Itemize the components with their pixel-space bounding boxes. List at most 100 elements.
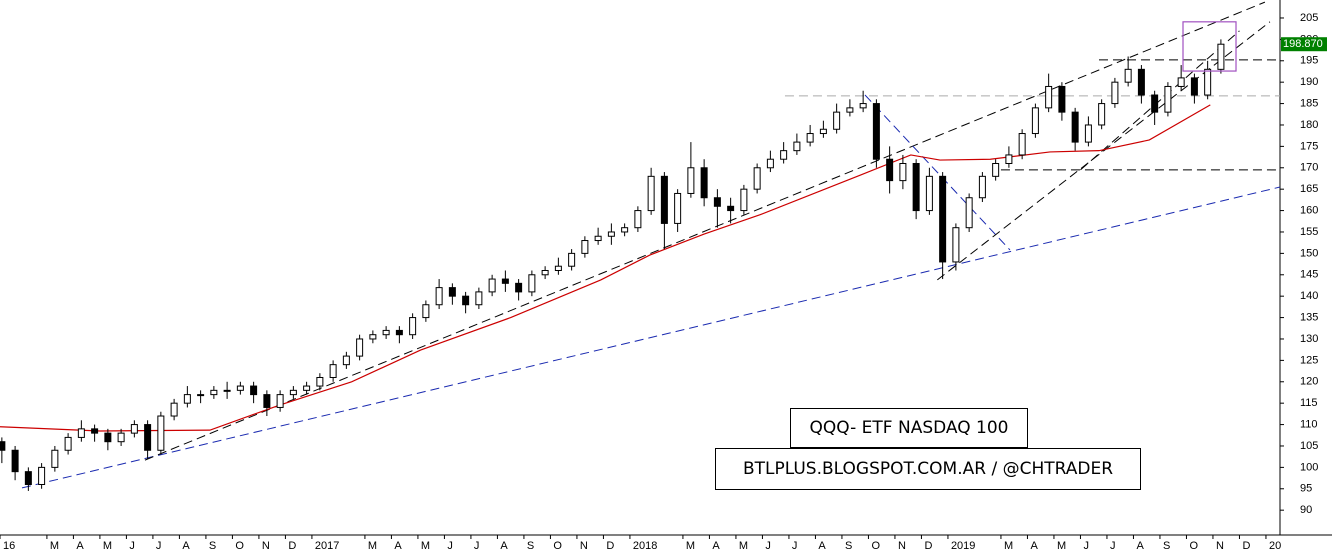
x-tick-label: M bbox=[1057, 540, 1066, 552]
candle-body bbox=[263, 394, 271, 408]
candle-body bbox=[1018, 133, 1026, 156]
x-tick-label: S bbox=[845, 540, 852, 552]
candle-body bbox=[64, 436, 72, 451]
y-tick-label: 95 bbox=[1300, 483, 1312, 495]
candle-body bbox=[1084, 124, 1092, 143]
candle-body bbox=[38, 466, 46, 485]
x-tick-label: J bbox=[447, 540, 453, 552]
trendline bbox=[1080, 30, 1240, 171]
candle-body bbox=[780, 150, 788, 160]
candle-body bbox=[846, 107, 854, 113]
x-tick-label: J bbox=[474, 540, 480, 552]
candle-body bbox=[1111, 81, 1119, 105]
trendline bbox=[144, 1, 1266, 461]
y-tick-label: 185 bbox=[1300, 97, 1318, 109]
candle-body bbox=[1190, 77, 1198, 96]
x-tick-label: M bbox=[50, 540, 59, 552]
y-tick-label: 160 bbox=[1300, 204, 1318, 216]
x-tick-label: J bbox=[1083, 540, 1089, 552]
candle-body bbox=[382, 329, 390, 336]
y-tick-label: 150 bbox=[1300, 247, 1318, 259]
candle-body bbox=[727, 205, 735, 212]
candle-body bbox=[568, 252, 576, 267]
x-tick-label: M bbox=[1004, 540, 1013, 552]
candle-body bbox=[1045, 85, 1053, 109]
candle-body bbox=[594, 235, 602, 242]
x-tick-label: A bbox=[500, 540, 508, 552]
x-tick-label: D bbox=[288, 540, 296, 552]
candle-body bbox=[1217, 43, 1225, 70]
candle-body bbox=[621, 227, 629, 233]
x-tick-label: N bbox=[580, 540, 588, 552]
candle-body bbox=[210, 389, 218, 396]
x-tick-label: M bbox=[421, 540, 430, 552]
x-tick-label: O bbox=[1189, 540, 1198, 552]
candle-body bbox=[581, 240, 589, 254]
candle-body bbox=[329, 364, 337, 378]
candle-body bbox=[687, 167, 695, 194]
title-box: QQQ- ETF NASDAQ 100 bbox=[790, 408, 1028, 448]
y-tick-label: 120 bbox=[1300, 376, 1318, 388]
candle-body bbox=[528, 274, 536, 293]
x-tick-label: A bbox=[712, 540, 720, 552]
candle-body bbox=[435, 287, 443, 306]
candle-body bbox=[753, 167, 761, 190]
candle-body bbox=[634, 210, 642, 229]
x-tick-label: S bbox=[209, 540, 216, 552]
y-tick-label: 155 bbox=[1300, 226, 1318, 238]
x-tick-label: A bbox=[1030, 540, 1038, 552]
y-tick-label: 195 bbox=[1300, 55, 1318, 67]
candle-body bbox=[660, 175, 668, 224]
x-tick-label: J bbox=[1110, 540, 1116, 552]
candle-body bbox=[806, 133, 814, 143]
credit-box: BTLPLUS.BLOGSPOT.COM.AR / @CHTRADER bbox=[715, 448, 1141, 490]
candle-body bbox=[886, 158, 894, 182]
x-tick-label: A bbox=[182, 540, 190, 552]
candle-body bbox=[117, 432, 125, 443]
x-tick-label: A bbox=[818, 540, 826, 552]
x-tick-label: A bbox=[394, 540, 402, 552]
x-tick-label: S bbox=[527, 540, 534, 552]
y-tick-label: 205 bbox=[1300, 12, 1318, 24]
candle-body bbox=[912, 162, 920, 212]
candle-body bbox=[1151, 94, 1159, 113]
candle-body bbox=[236, 385, 244, 391]
x-tick-label: O bbox=[871, 540, 880, 552]
x-tick-label: O bbox=[553, 540, 562, 552]
y-tick-label: 110 bbox=[1300, 418, 1318, 430]
last-price-tag bbox=[1281, 37, 1327, 52]
candle-body bbox=[674, 192, 682, 224]
x-tick-label: 20 bbox=[1269, 540, 1281, 552]
y-tick-label: 135 bbox=[1300, 311, 1318, 323]
candle-body bbox=[541, 269, 549, 276]
candle-body bbox=[223, 389, 231, 392]
candle-body bbox=[289, 389, 297, 396]
y-tick-label: 145 bbox=[1300, 269, 1318, 281]
y-tick-label: 140 bbox=[1300, 290, 1318, 302]
candle-body bbox=[872, 103, 880, 160]
candle-body bbox=[793, 141, 801, 152]
candle-body bbox=[104, 432, 112, 443]
candle-body bbox=[515, 282, 523, 293]
x-tick-label: N bbox=[898, 540, 906, 552]
candle-body bbox=[859, 103, 867, 109]
y-tick-label: 180 bbox=[1300, 119, 1318, 131]
candle-body bbox=[77, 428, 85, 438]
x-tick-label: D bbox=[924, 540, 932, 552]
y-tick-label: 105 bbox=[1300, 440, 1318, 452]
candle-body bbox=[91, 428, 99, 434]
candle-body bbox=[700, 167, 708, 199]
candle-body bbox=[1124, 68, 1132, 83]
candle-body bbox=[1031, 107, 1039, 135]
y-tick-label: 165 bbox=[1300, 183, 1318, 195]
candle-body bbox=[51, 449, 59, 468]
y-tick-label: 170 bbox=[1300, 162, 1318, 174]
candle-body bbox=[766, 158, 774, 169]
y-tick-label: 115 bbox=[1300, 397, 1318, 409]
x-tick-label: M bbox=[103, 540, 112, 552]
candle-body bbox=[316, 376, 324, 387]
candle-body bbox=[356, 338, 364, 357]
candle-body bbox=[647, 175, 655, 212]
trendline bbox=[864, 94, 1011, 251]
x-tick-label: J bbox=[792, 540, 798, 552]
